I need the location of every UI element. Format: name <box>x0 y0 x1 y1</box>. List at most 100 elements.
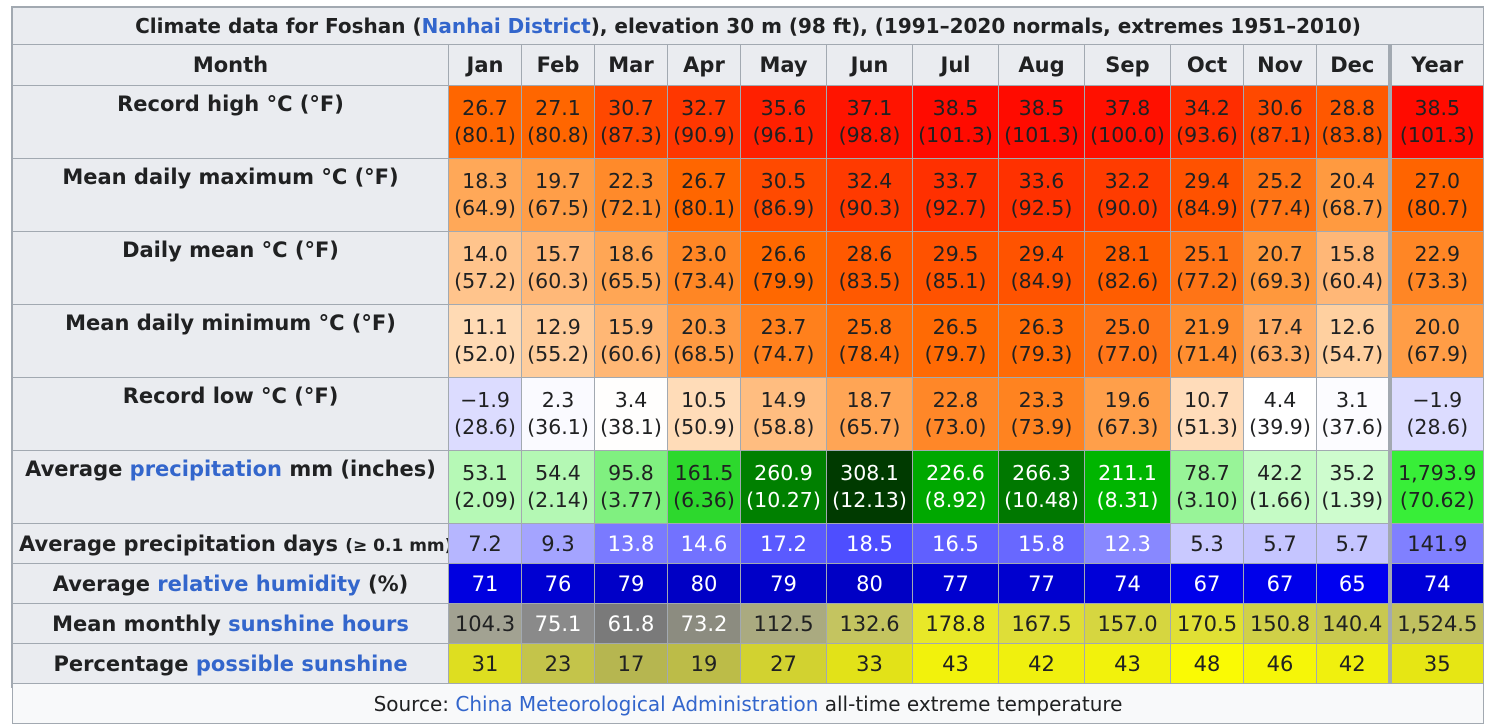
row-label-precipitation: Average precipitation mm (inches) <box>12 450 449 524</box>
celsius-value: 18.7 <box>846 388 893 412</box>
label-text: Mean monthly <box>52 611 229 636</box>
precipitation-row: Average precipitation mm (inches) 53.1 (2… <box>12 450 1485 524</box>
fahrenheit-value: (92.5) <box>1010 196 1073 220</box>
value-cell: 28.6 (83.5) <box>826 231 913 305</box>
cell-value: 43 <box>942 651 969 676</box>
year-header: Year <box>1387 44 1485 86</box>
value-cell: 178.8 <box>912 603 999 644</box>
fahrenheit-value: (37.6) <box>1321 415 1384 439</box>
celsius-value: 22.9 <box>1414 242 1461 266</box>
cell-value: 167.5 <box>1011 611 1072 636</box>
fahrenheit-value: (79.3) <box>1010 342 1073 366</box>
cell-value: 14.6 <box>680 531 728 556</box>
fahrenheit-value: (90.9) <box>673 123 735 147</box>
celsius-value: 54.4 <box>535 461 581 485</box>
fahrenheit-value: (12.13) <box>832 488 907 512</box>
value-cell: 26.5 (79.7) <box>912 304 999 378</box>
cell-value: 19 <box>690 651 718 676</box>
mean-max-row: Mean daily maximum °C (°F) 18.3 (64.9) 19.… <box>12 158 1485 232</box>
sunshine-percentage-link[interactable]: possible sunshine <box>195 651 408 676</box>
fahrenheit-value: (101.3) <box>918 123 993 147</box>
fahrenheit-value: (8.31) <box>1096 488 1159 512</box>
cell-value: 33 <box>856 651 883 676</box>
value-cell: 35 <box>1387 643 1485 684</box>
humidity-link[interactable]: relative humidity <box>157 571 361 596</box>
value-cell: 22.8 (73.0) <box>912 377 999 451</box>
value-cell: 65 <box>1316 563 1390 604</box>
sunshine-hours-link[interactable]: sunshine hours <box>228 611 409 636</box>
value-cell: 32.4 (90.3) <box>826 158 913 232</box>
value-cell: 226.6 (8.92) <box>912 450 999 524</box>
cell-value: 79 <box>617 571 645 596</box>
value-cell: 17.4 (63.3) <box>1243 304 1317 378</box>
celsius-value: 26.3 <box>1018 315 1065 339</box>
value-cell: 42.2 (1.66) <box>1243 450 1317 524</box>
celsius-value: 35.2 <box>1329 461 1376 485</box>
row-label-record-low: Record low °C (°F) <box>12 377 449 451</box>
value-cell: 150.8 <box>1243 603 1317 644</box>
celsius-value: 28.8 <box>1329 96 1376 120</box>
value-cell: 13.8 <box>594 523 668 564</box>
cell-value: 76 <box>544 571 572 596</box>
cell-value: 157.0 <box>1097 611 1158 636</box>
fahrenheit-value: (72.1) <box>600 196 662 220</box>
value-cell: 112.5 <box>740 603 827 644</box>
value-cell: 76 <box>521 563 595 604</box>
value-cell: 74 <box>1084 563 1171 604</box>
celsius-value: 3.1 <box>1335 388 1369 412</box>
cell-value: 74 <box>1114 571 1141 596</box>
value-cell: 32.7 (90.9) <box>667 85 741 159</box>
value-cell: 23.7 (74.7) <box>740 304 827 378</box>
precipitation-link[interactable]: precipitation <box>129 457 283 481</box>
cell-value: 74 <box>1423 571 1451 596</box>
source-link[interactable]: China Meteorological Administration <box>455 691 819 716</box>
celsius-value: 17.4 <box>1257 315 1303 339</box>
month-header-jun: Jun <box>826 44 913 86</box>
celsius-value: 1,793.9 <box>1398 461 1477 485</box>
celsius-value: 12.6 <box>1329 315 1376 339</box>
label-text: Average precipitation days <box>19 531 338 556</box>
fahrenheit-value: (87.3) <box>600 123 662 147</box>
value-cell: 23 <box>521 643 595 684</box>
fahrenheit-value: (80.1) <box>673 196 735 220</box>
celsius-value: 20.7 <box>1257 242 1303 266</box>
value-cell: 22.9 (73.3) <box>1387 231 1485 305</box>
fahrenheit-value: (71.4) <box>1176 342 1238 366</box>
value-cell: 15.8 <box>998 523 1085 564</box>
month-header-label: Month <box>12 44 449 86</box>
celsius-value: 26.7 <box>681 169 727 193</box>
cell-value: 80 <box>856 571 883 596</box>
celsius-value: 25.8 <box>846 315 893 339</box>
value-cell: 157.0 <box>1084 603 1171 644</box>
fahrenheit-value: (73.9) <box>1010 415 1073 439</box>
fahrenheit-value: (57.2) <box>454 269 516 293</box>
cell-value: 18.5 <box>846 531 893 556</box>
celsius-value: 23.7 <box>760 315 807 339</box>
celsius-value: 38.5 <box>1414 96 1461 120</box>
value-cell: 104.3 <box>448 603 522 644</box>
celsius-value: 29.4 <box>1184 169 1230 193</box>
fahrenheit-value: (93.6) <box>1176 123 1238 147</box>
celsius-value: 10.7 <box>1184 388 1230 412</box>
value-cell: 26.6 (79.9) <box>740 231 827 305</box>
fahrenheit-value: (70.62) <box>1399 488 1475 512</box>
value-cell: 211.1 (8.31) <box>1084 450 1171 524</box>
fahrenheit-value: (60.4) <box>1321 269 1384 293</box>
humidity-row: Average relative humidity (%) 71 76 79 80 79… <box>12 563 1485 604</box>
value-cell: 132.6 <box>826 603 913 644</box>
celsius-value: 32.7 <box>681 96 727 120</box>
cell-value: 150.8 <box>1249 611 1311 636</box>
celsius-value: 30.5 <box>760 169 807 193</box>
celsius-value: 42.2 <box>1257 461 1303 485</box>
celsius-value: 37.1 <box>846 96 893 120</box>
value-cell: 7.2 <box>448 523 522 564</box>
cell-value: 1,524.5 <box>1397 611 1478 636</box>
celsius-value: 27.1 <box>535 96 581 120</box>
value-cell: 5.7 <box>1243 523 1317 564</box>
celsius-value: 53.1 <box>462 461 508 485</box>
fahrenheit-value: (1.66) <box>1249 488 1311 512</box>
caption-link[interactable]: Nanhai District <box>421 14 591 38</box>
value-cell: 3.1 (37.6) <box>1316 377 1390 451</box>
fahrenheit-value: (90.3) <box>838 196 901 220</box>
value-cell: 43 <box>1084 643 1171 684</box>
